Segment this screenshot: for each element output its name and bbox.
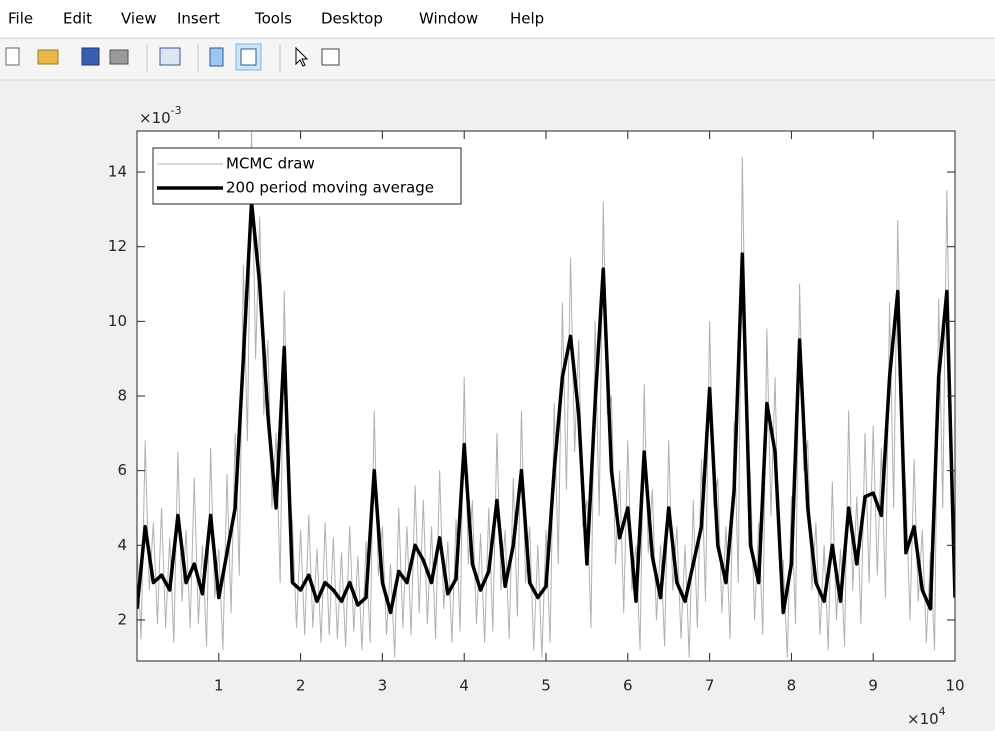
x-tick-label: 2 <box>296 677 306 695</box>
x-tick-label: 9 <box>868 677 878 695</box>
y-tick-label: 4 <box>117 536 127 554</box>
x-multiplier-exponent: 4 <box>939 705 946 718</box>
legend-box <box>152 147 462 205</box>
toolbar <box>0 39 995 80</box>
y-multiplier-exponent: -3 <box>171 104 182 117</box>
x-tick-label: 7 <box>705 677 715 695</box>
y-tick-label: 12 <box>108 237 127 255</box>
plot-area <box>137 131 955 658</box>
x-multiplier-base: ×10 <box>907 710 939 728</box>
save-icon[interactable] <box>81 47 100 66</box>
y-tick-label: 14 <box>108 163 127 181</box>
link-icon[interactable] <box>159 47 181 66</box>
y-multiplier-base: ×10 <box>139 109 171 127</box>
menu-item[interactable]: Window <box>419 10 478 28</box>
x-tick-label: 3 <box>378 677 388 695</box>
print-icon[interactable] <box>109 49 129 65</box>
x-tick-label: 4 <box>459 677 469 695</box>
open-icon[interactable] <box>37 49 59 65</box>
new-icon[interactable] <box>5 47 20 66</box>
x-tick-label: 10 <box>945 677 964 695</box>
menu-item[interactable]: Edit <box>63 10 92 28</box>
x-tick-label: 8 <box>787 677 797 695</box>
x-tick-label: 1 <box>214 677 224 695</box>
menu-item[interactable]: Tools <box>254 10 292 28</box>
plot-tools-icon[interactable] <box>321 48 340 66</box>
y-multiplier: ×10-3 <box>139 104 182 127</box>
legend-label: 200 period moving average <box>226 179 434 197</box>
legend-icon <box>240 48 257 66</box>
y-tick-label: 6 <box>117 461 127 479</box>
menu-item[interactable]: Desktop <box>321 10 383 28</box>
y-tick-label: 8 <box>117 387 127 405</box>
y-tick-label: 2 <box>117 610 127 628</box>
menu-item[interactable]: File <box>8 10 33 28</box>
series-line <box>137 200 955 615</box>
x-tick-label: 5 <box>541 677 551 695</box>
x-tick-label: 6 <box>623 677 633 695</box>
y-tick-label: 10 <box>108 312 127 330</box>
menu-item[interactable]: View <box>121 10 157 28</box>
menu-item[interactable]: Insert <box>177 10 220 28</box>
legend-label: MCMC draw <box>226 155 315 173</box>
menu-bar <box>0 0 995 38</box>
pointer-icon[interactable] <box>295 46 309 67</box>
x-multiplier: ×104 <box>907 705 946 728</box>
colorbar-icon[interactable] <box>209 47 224 67</box>
menu-item[interactable]: Help <box>510 10 544 28</box>
toolbar-icons <box>5 43 340 72</box>
